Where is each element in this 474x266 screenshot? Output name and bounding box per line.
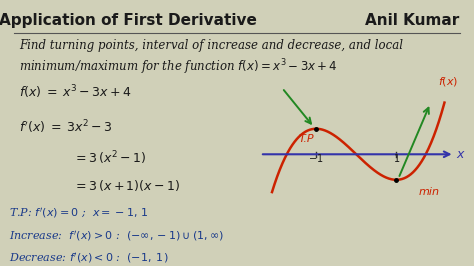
- Text: Find turning points, interval of increase and decrease, and local: Find turning points, interval of increas…: [19, 39, 403, 52]
- Text: T.P: T.P: [299, 134, 314, 144]
- Text: Application of First Derivative: Application of First Derivative: [0, 13, 257, 28]
- Text: $= 3\,(x^2 - 1)$: $= 3\,(x^2 - 1)$: [73, 149, 146, 167]
- Text: $f'(x) \;=\; 3x^2 - 3$: $f'(x) \;=\; 3x^2 - 3$: [19, 118, 112, 136]
- Text: Decrease: $f'(x) < 0$ :  $(-1,\; 1)$: Decrease: $f'(x) < 0$ : $(-1,\; 1)$: [9, 251, 169, 265]
- Text: $f(x) \;=\; x^3 - 3x + 4$: $f(x) \;=\; x^3 - 3x + 4$: [19, 84, 132, 101]
- Text: $1$: $1$: [393, 152, 400, 164]
- Text: minimum/maximum for the function $f(x) = x^3 - 3x + 4$: minimum/maximum for the function $f(x) =…: [19, 57, 337, 77]
- Text: $f(x)$: $f(x)$: [438, 74, 459, 88]
- Text: T.P: $f'(x) = 0$ ;  $x = -1,\, 1$: T.P: $f'(x) = 0$ ; $x = -1,\, 1$: [9, 206, 149, 220]
- Text: $x$: $x$: [456, 148, 466, 161]
- Text: Anil Kumar: Anil Kumar: [365, 13, 459, 28]
- Text: Increase:  $f'(x) > 0$ :  $(-\infty, -1) \cup (1, \infty)$: Increase: $f'(x) > 0$ : $(-\infty, -1) \…: [9, 229, 225, 243]
- Text: $= 3\,(x+1)(x-1)$: $= 3\,(x+1)(x-1)$: [73, 178, 181, 193]
- Text: $-1$: $-1$: [309, 152, 324, 164]
- Text: min: min: [419, 187, 439, 197]
